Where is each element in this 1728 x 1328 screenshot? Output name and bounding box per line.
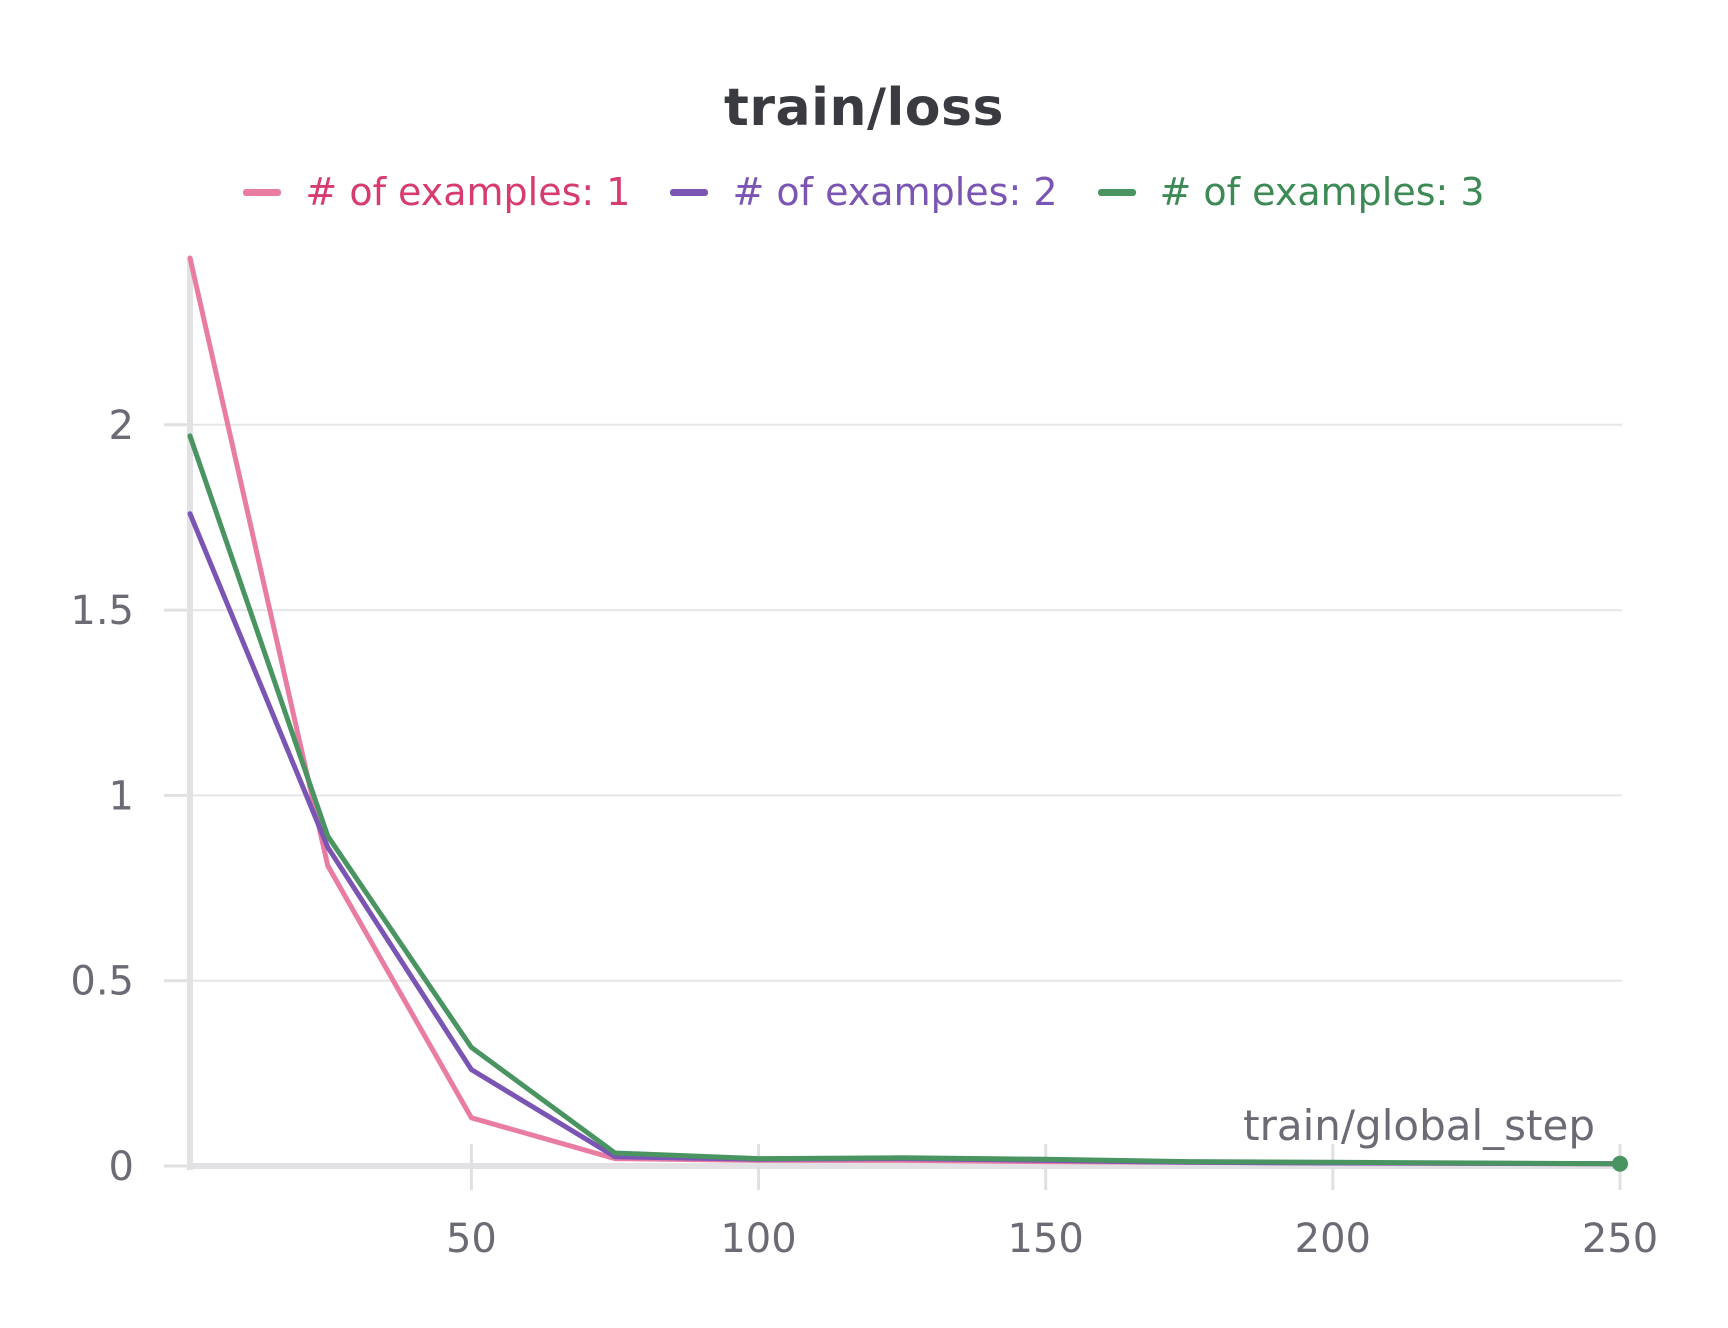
legend-swatch-series-1 xyxy=(243,188,282,196)
y-tick-label: 1.5 xyxy=(70,588,134,634)
x-tick-label: 100 xyxy=(720,1216,796,1262)
x-tick-label: 250 xyxy=(1582,1216,1658,1262)
legend-label-series-3: # of examples: 3 xyxy=(1159,170,1485,214)
chart-title: train/loss xyxy=(724,78,1004,138)
series-line-1[interactable] xyxy=(187,255,1623,1167)
y-tick-label: 2 xyxy=(109,403,134,449)
x-axis-title: train/global_step xyxy=(1243,1101,1595,1150)
series-line-3[interactable] xyxy=(187,433,1623,1167)
series-line-2[interactable] xyxy=(187,511,1623,1167)
y-tick-label: 0 xyxy=(109,1144,134,1190)
legend-item-series-2[interactable]: # of examples: 2 xyxy=(670,170,1058,214)
legend-label-series-2: # of examples: 2 xyxy=(732,170,1058,214)
y-tick-label: 1 xyxy=(109,773,134,819)
grid xyxy=(190,423,1622,982)
x-tick-label: 200 xyxy=(1295,1216,1371,1262)
legend-item-series-3[interactable]: # of examples: 3 xyxy=(1097,170,1485,214)
legend-swatch-series-2 xyxy=(670,188,709,196)
x-tick-label: 150 xyxy=(1008,1216,1084,1262)
series-lines xyxy=(187,255,1628,1172)
legend-swatch-series-3 xyxy=(1097,188,1136,196)
legend: # of examples: 1 # of examples: 2 # of e… xyxy=(0,170,1728,214)
y-tick-label: 0.5 xyxy=(70,959,134,1005)
legend-item-series-1[interactable]: # of examples: 1 xyxy=(243,170,630,214)
series-end-point[interactable] xyxy=(1612,1155,1628,1172)
x-tick-label: 50 xyxy=(446,1216,497,1262)
legend-label-series-1: # of examples: 1 xyxy=(305,170,631,214)
